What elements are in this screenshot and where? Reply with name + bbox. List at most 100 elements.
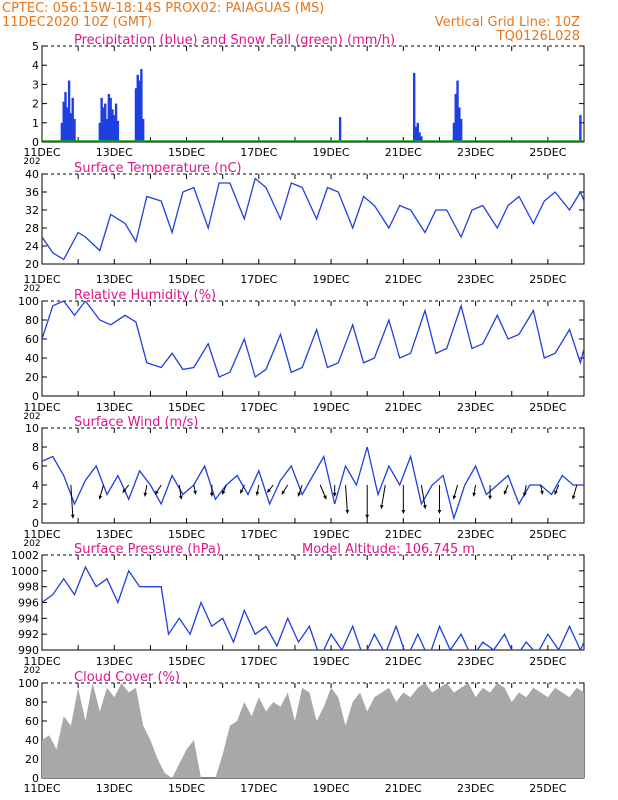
x-tick-label-cloud: 25DEC <box>529 782 566 795</box>
wind-arrow <box>345 484 349 514</box>
wind-arrow-head <box>540 490 544 495</box>
x-tick-label-precip: 23DEC <box>457 146 494 159</box>
wind-arrow-head <box>193 490 197 495</box>
x-tick-label-rh: 21DEC <box>385 401 422 414</box>
x-tick-label-wind: 21DEC <box>385 528 422 541</box>
y-tick-label-rh: 40 <box>25 352 39 365</box>
precip-bar <box>71 97 74 142</box>
y-tick-label-pres: 994 <box>18 612 39 625</box>
wind-arrow-head <box>221 490 226 495</box>
x-tick-label-temp: 19DEC <box>313 273 350 286</box>
wind-arrow-head <box>70 514 75 519</box>
header-station: CPTEC: 056:15W-18:14S PROX02: PAIAGUAS (… <box>2 1 325 16</box>
y-tick-label-precip: 3 <box>32 78 39 91</box>
precip-bar <box>116 120 120 142</box>
y-tick-label-cloud: 100 <box>18 677 39 690</box>
x-tick-label-pres: 13DEC <box>96 655 133 668</box>
x-tick-label-wind: 23DEC <box>457 528 494 541</box>
precip-bar <box>113 115 116 142</box>
x-tick-label-pres: 21DEC <box>385 655 422 668</box>
series-line-wind <box>42 446 584 521</box>
y-tick-label-pres: 998 <box>18 581 39 594</box>
precip-bar <box>66 107 69 142</box>
precip-bar <box>98 122 102 142</box>
precip-bar <box>141 118 145 142</box>
x-tick-label-temp: 11DEC <box>23 273 60 286</box>
wind-arrow-head <box>554 490 558 495</box>
wind-arrow-head <box>122 488 127 493</box>
precip-bar <box>136 74 139 142</box>
panel-title-wind: Surface Wind (m/s) <box>74 415 198 430</box>
panel-subtitle-pres: Model Altitude: 106.745 m <box>302 542 475 557</box>
x-tick-label-cloud: 15DEC <box>168 782 205 795</box>
wind-arrow-head <box>379 504 384 509</box>
precip-bar <box>60 122 64 142</box>
precip-bar <box>104 103 107 142</box>
x-tick-label-temp: 13DEC <box>96 273 133 286</box>
x-tick-label-temp: 15DEC <box>168 273 205 286</box>
header-grid-line: Vertical Grid Line: 10Z <box>434 15 580 30</box>
panel-title-pres: Surface Pressure (hPa) <box>74 542 221 557</box>
y-tick-label-wind: 2 <box>32 498 39 511</box>
precip-bar <box>69 113 73 142</box>
cloud-cover-area <box>42 683 584 778</box>
panel-title-cloud: Cloud Cover (%) <box>74 670 180 685</box>
y-tick-label-cloud: 20 <box>25 753 39 766</box>
y-tick-label-pres: 996 <box>18 597 39 610</box>
y-tick-label-wind: 10 <box>25 422 39 435</box>
wind-arrow-head <box>488 495 492 500</box>
y-tick-label-rh: 100 <box>18 295 39 308</box>
y-tick-label-rh: 80 <box>25 314 39 327</box>
wind-arrow-head <box>452 495 457 500</box>
x-tick-label-pres: 15DEC <box>168 655 205 668</box>
precip-bar <box>100 97 103 142</box>
x-tick-label-precip: 19DEC <box>313 146 350 159</box>
y-tick-label-pres: 1002 <box>11 549 39 562</box>
wind-arrow-head <box>98 495 103 500</box>
wind-arrow-head <box>571 495 576 500</box>
x-tick-label-rh: 23DEC <box>457 401 494 414</box>
precip-bar <box>67 80 71 142</box>
x-tick-label-precip: 13DEC <box>96 146 133 159</box>
x-tick-label-pres: 25DEC <box>529 655 566 668</box>
x-tick-label-precip: 21DEC <box>385 146 422 159</box>
precip-bar <box>109 97 112 142</box>
precip-bar <box>452 122 456 142</box>
y-tick-label-temp: 28 <box>25 222 39 235</box>
y-tick-label-temp: 40 <box>25 168 39 181</box>
precip-bar <box>73 118 76 142</box>
precip-bar <box>140 69 143 142</box>
wind-arrow-head <box>281 490 286 495</box>
x-tick-label-wind: 17DEC <box>240 528 277 541</box>
wind-arrow <box>380 484 386 509</box>
x-tick-label-cloud: 23DEC <box>457 782 494 795</box>
x-tick-label-pres: 17DEC <box>240 655 277 668</box>
y-tick-label-precip: 2 <box>32 98 39 111</box>
wind-arrow-head <box>345 509 350 514</box>
precip-bar <box>412 72 416 142</box>
precip-bar <box>64 92 67 142</box>
precip-bar <box>414 126 418 142</box>
precip-bar <box>579 115 582 142</box>
x-tick-label-temp: 21DEC <box>385 273 422 286</box>
series-line-rh <box>42 301 584 379</box>
wind-arrow <box>420 484 426 509</box>
x-tick-label-temp: 25DEC <box>529 273 566 286</box>
y-tick-label-wind: 8 <box>32 441 39 454</box>
y-tick-label-pres: 990 <box>18 644 39 657</box>
x-tick-label-precip: 15DEC <box>168 146 205 159</box>
panel-frame-precip <box>41 45 585 143</box>
y-tick-label-precip: 0 <box>32 136 39 149</box>
y-tick-label-cloud: 0 <box>32 772 39 785</box>
series-line-pres <box>42 565 584 650</box>
wind-arrow-head <box>267 488 271 493</box>
panel-title-precip: Precipitation (blue) and Snow Fall (gree… <box>74 33 395 48</box>
y-tick-label-rh: 0 <box>32 390 39 403</box>
y-tick-label-pres: 1000 <box>11 565 39 578</box>
x-tick-label-wind: 25DEC <box>529 528 566 541</box>
y-tick-label-temp: 24 <box>25 240 39 253</box>
y-tick-label-cloud: 40 <box>25 734 39 747</box>
x-tick-label-wind: 13DEC <box>96 528 133 541</box>
wind-arrow-head <box>255 491 260 496</box>
